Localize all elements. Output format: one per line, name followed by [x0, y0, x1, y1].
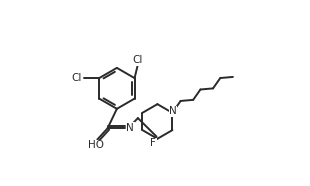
Text: Cl: Cl	[133, 55, 143, 65]
Text: N: N	[126, 123, 134, 133]
Text: HO: HO	[88, 140, 104, 150]
Text: F: F	[150, 138, 156, 148]
Text: N: N	[169, 106, 177, 116]
Text: Cl: Cl	[72, 73, 82, 83]
